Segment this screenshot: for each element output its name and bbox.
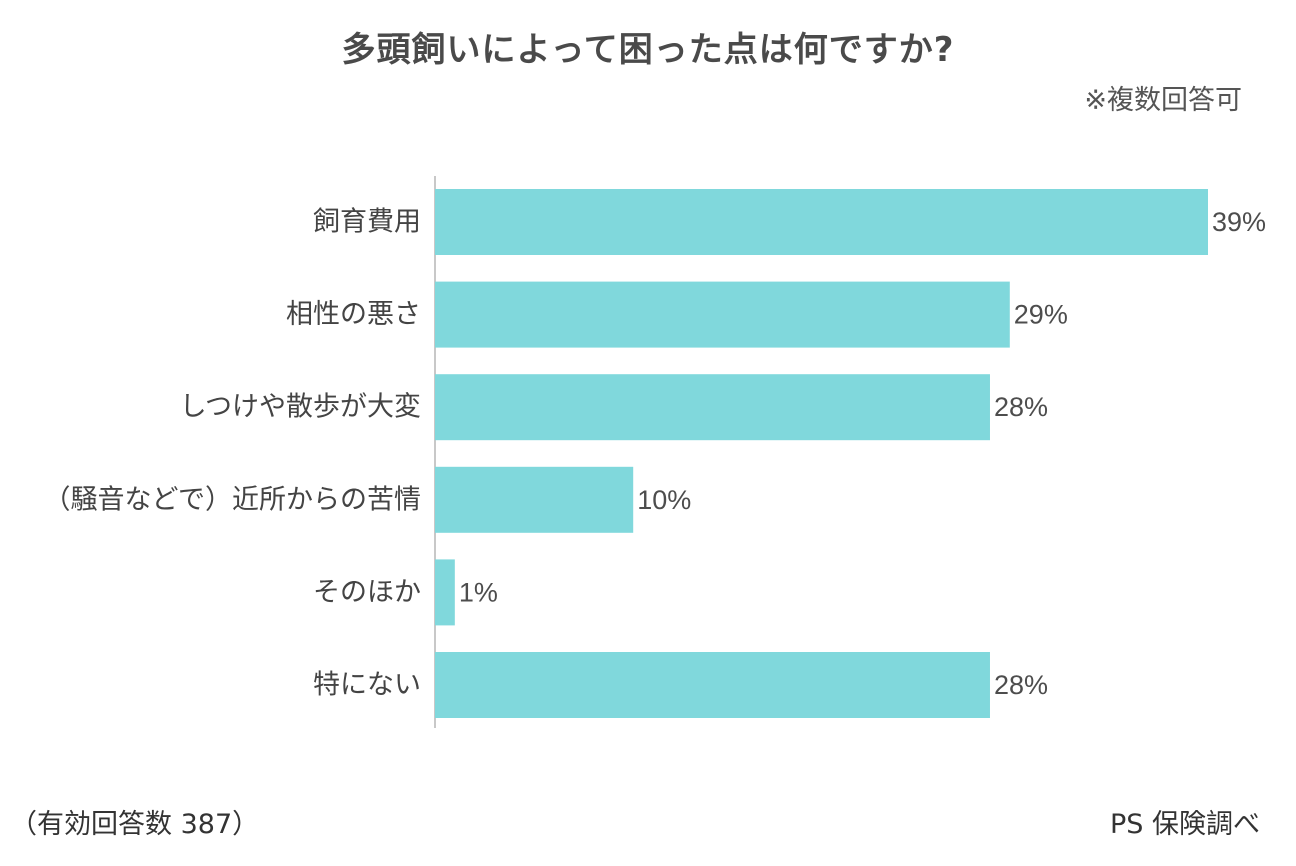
bar <box>435 652 990 718</box>
category-label: （騒音などで）近所からの苦情 <box>44 484 421 515</box>
bar <box>435 374 990 441</box>
data-label: 39% <box>1212 207 1266 237</box>
category-label: 相性の悪さ <box>286 299 421 330</box>
category-label: しつけや散歩が大変 <box>180 392 421 423</box>
bar <box>435 189 1208 255</box>
bar <box>435 559 455 626</box>
data-label: 29% <box>1014 300 1068 330</box>
category-label: そのほか <box>313 577 421 608</box>
bar <box>435 466 634 533</box>
data-label: 10% <box>637 485 691 515</box>
category-label: 飼育費用 <box>313 207 421 238</box>
category-label: 特にない <box>313 670 421 701</box>
data-label: 28% <box>994 392 1048 422</box>
chart-title: 多頭飼いによって困った点は何ですか? <box>341 30 955 70</box>
bar <box>435 281 1010 348</box>
data-label: 28% <box>994 670 1048 700</box>
chart-subtitle: ※複数回答可 <box>1084 85 1242 116</box>
data-label: 1% <box>459 577 498 607</box>
sample-size-note: （有効回答数 387） <box>10 809 260 840</box>
source-note: PS 保険調べ <box>1109 809 1260 840</box>
